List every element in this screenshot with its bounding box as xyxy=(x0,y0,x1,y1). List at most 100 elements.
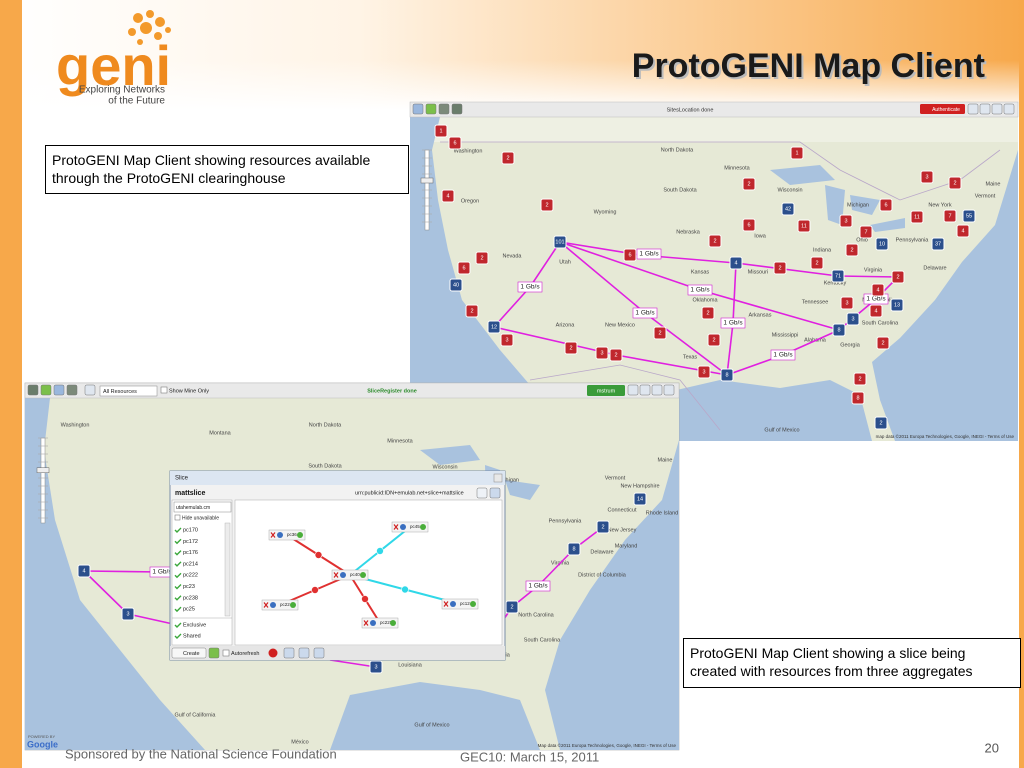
place-label: Mississippi xyxy=(772,332,799,338)
site-marker xyxy=(840,296,854,310)
place-label: Washington xyxy=(61,422,90,428)
site-marker xyxy=(564,341,578,355)
site-marker xyxy=(449,278,463,292)
site-marker xyxy=(369,660,383,674)
toolbar-icon xyxy=(313,647,325,659)
node-item: pc238 xyxy=(183,595,198,601)
event: GEC10: March 15, 2011 xyxy=(460,749,599,764)
site-count: 2 xyxy=(713,238,716,244)
place-label: México xyxy=(291,739,308,745)
check-icon xyxy=(174,622,182,628)
place-label: South Dakota xyxy=(308,463,342,469)
slice-urn: urn:publicid:IDN+emulab.net+slice+mattsl… xyxy=(355,490,464,496)
powered-by: POWERED BY xyxy=(28,734,55,739)
checkbox-label: Autorefresh xyxy=(231,651,259,657)
site-count: 1 xyxy=(795,150,798,156)
site-count: 2 xyxy=(706,310,709,316)
place-label: North Dakota xyxy=(661,147,694,153)
site-count: 8 xyxy=(725,372,728,378)
node-item: pc222 xyxy=(183,573,198,579)
user-button xyxy=(587,385,625,396)
toolbar-icon xyxy=(412,103,424,115)
link-label: 1 Gb/s xyxy=(152,569,172,576)
toolbar-icon xyxy=(66,384,78,396)
toolbar-icon xyxy=(298,647,310,659)
site-marker xyxy=(742,218,756,232)
site-count: 3 xyxy=(702,369,705,375)
place-label: New Hampshire xyxy=(620,483,659,489)
graph-node-label: pc45 xyxy=(410,524,420,529)
site-count: 2 xyxy=(510,604,513,610)
toolbar-icon xyxy=(651,384,663,396)
site-count: 4 xyxy=(876,287,879,293)
site-marker xyxy=(707,333,721,347)
graph-node xyxy=(361,617,399,629)
lake xyxy=(420,445,480,465)
place-label: Nebraska xyxy=(676,229,700,235)
site-marker xyxy=(623,248,637,262)
node-item: pc25 xyxy=(183,607,195,613)
link-line xyxy=(493,286,531,328)
place-label: Arizona xyxy=(556,322,576,328)
link-line xyxy=(644,312,728,376)
place-label: Oklahoma xyxy=(692,297,718,303)
site-marker xyxy=(448,136,462,150)
check-icon xyxy=(174,606,182,613)
caption: ProtoGENI Map Client showing resources a… xyxy=(45,145,409,194)
site-marker xyxy=(475,251,489,265)
site-marker xyxy=(831,269,845,283)
resource-panel xyxy=(171,499,233,646)
border xyxy=(440,141,1001,201)
lake xyxy=(870,218,905,232)
toolbar-icon xyxy=(489,487,501,499)
site-count: 8 xyxy=(572,546,575,552)
place-label: Pennsylvania xyxy=(896,237,930,243)
lake xyxy=(505,480,540,500)
toolbar-icon xyxy=(438,103,450,115)
site-marker xyxy=(874,416,888,430)
place-label: Missouri xyxy=(748,269,768,275)
create-button-label: Create xyxy=(183,651,200,657)
link-label: 1 Gb/s xyxy=(520,284,540,291)
zoom-handle xyxy=(36,467,50,473)
logo-tagline: Exploring Networks xyxy=(79,85,165,96)
place-label: Utah xyxy=(559,259,571,265)
site-marker xyxy=(457,261,471,275)
site-marker xyxy=(708,234,722,248)
link-line xyxy=(83,570,129,615)
site-marker xyxy=(653,326,667,340)
graph-node-info xyxy=(270,602,276,608)
place-label: Nevada xyxy=(503,253,523,259)
site-marker xyxy=(910,210,924,224)
check-icon xyxy=(174,538,182,545)
site-count: 42 xyxy=(785,206,791,212)
place-label: Michigan xyxy=(847,202,869,208)
link-line xyxy=(699,289,840,331)
toolbar-icon xyxy=(53,384,65,396)
node-item: pc214 xyxy=(183,561,198,567)
site-marker xyxy=(920,170,934,184)
link-line xyxy=(837,275,899,278)
site-marker xyxy=(501,151,515,165)
place-label: Kansas xyxy=(691,269,710,275)
border xyxy=(529,364,721,431)
link-line xyxy=(537,548,575,587)
link-line xyxy=(559,241,646,314)
graph-node-label: pc40 xyxy=(350,572,360,577)
graph-node xyxy=(391,521,429,533)
toolbar-icon xyxy=(40,384,52,396)
graph-node xyxy=(441,598,479,610)
site-marker xyxy=(465,304,479,318)
site-marker xyxy=(505,600,519,614)
lake xyxy=(770,165,835,185)
site-marker xyxy=(956,224,970,238)
checkbox xyxy=(222,649,230,657)
place-label: Oregon xyxy=(461,198,479,204)
site-count: 6 xyxy=(453,140,456,146)
dialog-titlebar xyxy=(170,471,505,485)
create-button[interactable] xyxy=(171,647,207,659)
ocean xyxy=(25,398,205,750)
site-marker xyxy=(567,542,581,556)
